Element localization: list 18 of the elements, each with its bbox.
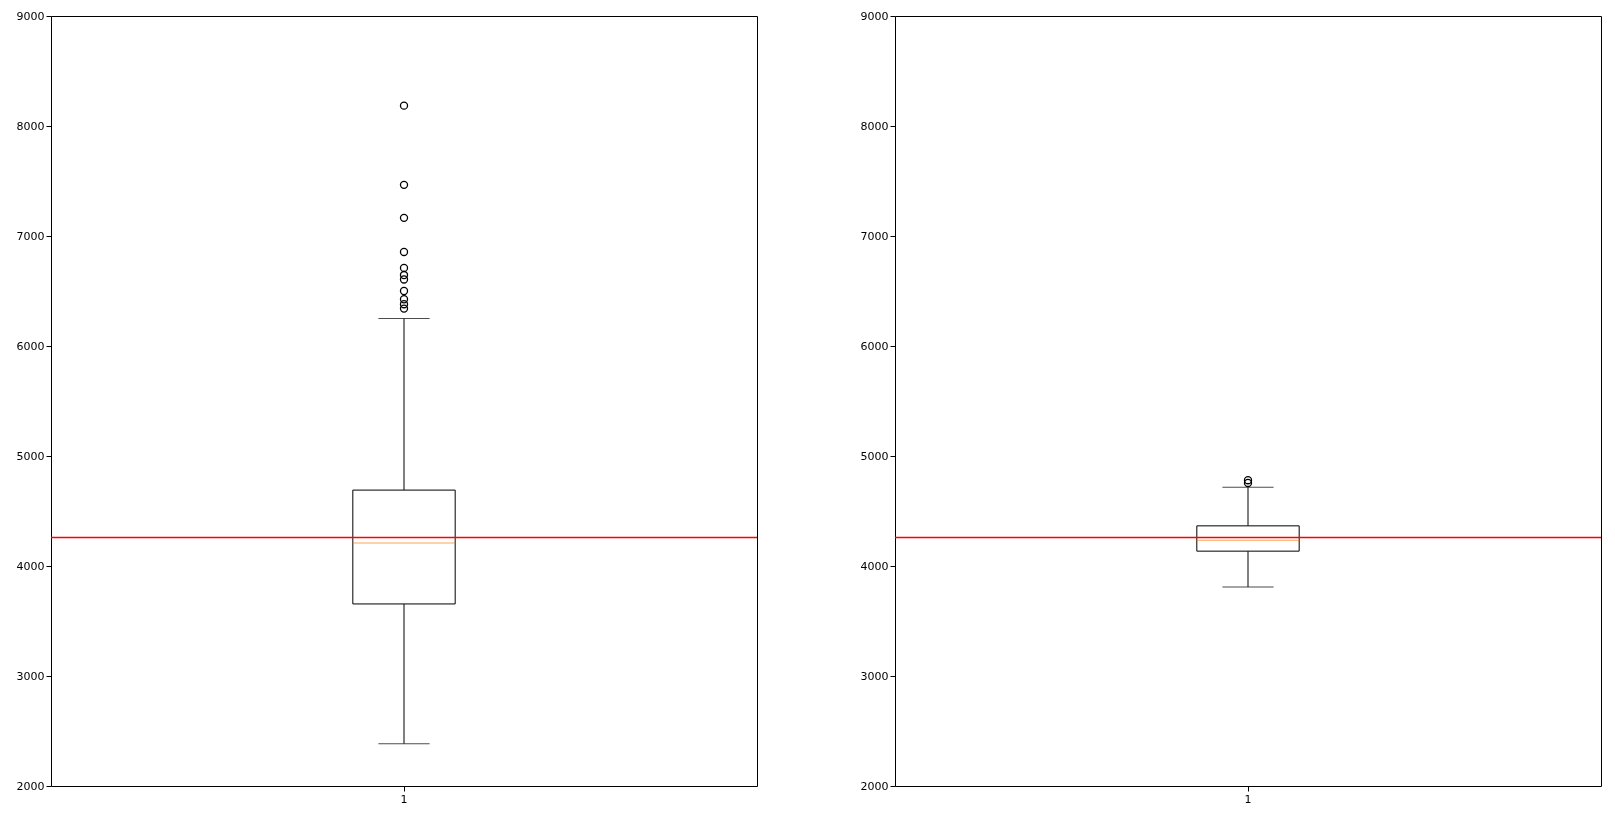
y-tick-label: 8000 xyxy=(16,119,45,133)
y-tick-label: 8000 xyxy=(860,119,889,133)
y-tick-label: 4000 xyxy=(16,559,45,573)
y-tick-label: 2000 xyxy=(860,779,889,793)
y-tick-label: 4000 xyxy=(860,559,889,573)
y-tick-label: 9000 xyxy=(860,9,889,23)
y-tick-label: 3000 xyxy=(860,669,889,683)
y-tick-label: 9000 xyxy=(16,9,45,23)
y-tick-label: 3000 xyxy=(16,669,45,683)
x-tick-label: 1 xyxy=(1244,792,1252,806)
y-tick-label: 6000 xyxy=(860,339,889,353)
y-tick-label: 5000 xyxy=(16,449,45,463)
y-tick-label: 7000 xyxy=(16,229,45,243)
y-tick-label: 6000 xyxy=(16,339,45,353)
y-tick-label: 7000 xyxy=(860,229,889,243)
y-tick-label: 2000 xyxy=(16,779,45,793)
y-tick-label: 5000 xyxy=(860,449,889,463)
x-tick-label: 1 xyxy=(400,792,408,806)
